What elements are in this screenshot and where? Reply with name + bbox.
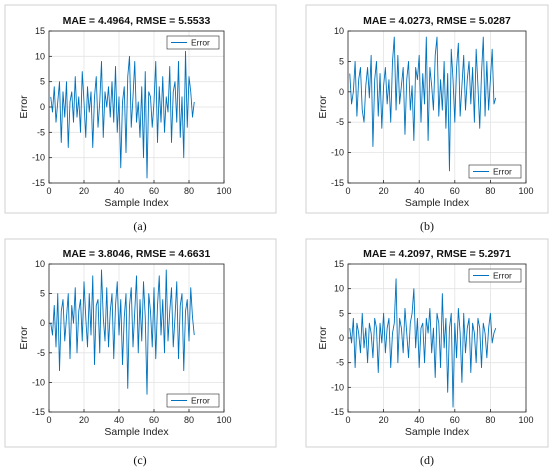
x-tick-label: 60 xyxy=(450,415,460,425)
y-tick-label: 5 xyxy=(339,308,344,318)
error-series-line xyxy=(50,50,195,179)
y-tick-label: 5 xyxy=(40,77,45,87)
x-tick-label: 60 xyxy=(149,186,159,196)
x-tick-label: 0 xyxy=(345,415,350,425)
x-tick-label: 0 xyxy=(46,415,51,425)
chart-title: MAE = 4.2097, RMSE = 5.2971 xyxy=(363,248,511,260)
y-tick-label: -15 xyxy=(331,178,344,188)
figure-caption: (d) xyxy=(420,453,434,467)
y-axis-label: Error xyxy=(18,326,30,350)
x-tick-label: 0 xyxy=(345,186,350,196)
figure-caption: (c) xyxy=(133,453,146,467)
legend-label: Error xyxy=(493,271,512,281)
error-series-line xyxy=(349,36,497,172)
chart-title: MAE = 4.0273, RMSE = 5.0287 xyxy=(363,15,511,27)
chart-panel-1: 0 20 40 60 80 100 -15 -10 -5 0 5 10 MAE = 4.0273, RM… xyxy=(305,4,549,214)
y-tick-label: -5 xyxy=(37,348,45,358)
y-tick-label: -15 xyxy=(331,407,344,417)
y-tick-label: 15 xyxy=(35,26,45,36)
x-tick-label: 20 xyxy=(79,186,89,196)
x-tick-label: 20 xyxy=(79,415,89,425)
error-series-line xyxy=(349,278,497,408)
legend-box xyxy=(468,268,522,283)
legend-box xyxy=(166,393,220,408)
chart-title: MAE = 3.8046, RMSE = 4.6631 xyxy=(63,248,211,260)
x-tick-label: 20 xyxy=(379,415,389,425)
x-tick-label: 100 xyxy=(518,186,533,196)
y-tick-label: 10 xyxy=(334,26,344,36)
figure-caption: (b) xyxy=(420,219,434,233)
x-tick-label: 60 xyxy=(149,415,159,425)
y-tick-label: 10 xyxy=(35,51,45,61)
y-tick-label: 0 xyxy=(339,87,344,97)
y-tick-label: 0 xyxy=(40,318,45,328)
legend-label: Error xyxy=(191,396,210,406)
y-tick-label: 10 xyxy=(35,259,45,269)
y-tick-label: -10 xyxy=(32,153,45,163)
x-tick-label: 80 xyxy=(485,186,495,196)
x-tick-label: 80 xyxy=(184,415,194,425)
y-tick-label: 0 xyxy=(339,333,344,343)
axes-box xyxy=(347,30,527,184)
x-tick-label: 40 xyxy=(114,415,124,425)
y-tick-label: 5 xyxy=(40,289,45,299)
chart-panel-3: 0 20 40 60 80 100 -15 -10 -5 0 5 10 15 MAE = 4.2097, … xyxy=(305,238,549,448)
x-axis-label: Sample Index xyxy=(405,426,470,438)
y-tick-label: -5 xyxy=(336,358,344,368)
y-tick-label: -10 xyxy=(331,148,344,158)
x-axis-label: Sample Index xyxy=(104,426,169,438)
x-tick-label: 40 xyxy=(414,415,424,425)
legend-label: Error xyxy=(493,167,512,177)
y-axis-label: Error xyxy=(317,326,329,350)
x-tick-label: 100 xyxy=(216,415,231,425)
chart-title: MAE = 4.4964, RMSE = 5.5533 xyxy=(63,15,211,27)
y-axis-label: Error xyxy=(18,95,30,119)
x-axis-label: Sample Index xyxy=(104,197,169,209)
chart-panel-2: 0 20 40 60 80 100 -15 -10 -5 0 5 10 MAE = 3.8046, RM… xyxy=(4,238,277,448)
x-tick-label: 40 xyxy=(114,186,124,196)
x-tick-label: 100 xyxy=(216,186,231,196)
x-tick-label: 60 xyxy=(450,186,460,196)
figure-caption: (a) xyxy=(133,219,146,233)
x-tick-label: 40 xyxy=(414,186,424,196)
y-axis-label: Error xyxy=(317,95,329,119)
y-tick-label: -15 xyxy=(32,407,45,417)
chart-panel-0: 0 20 40 60 80 100 -15 -10 -5 0 5 10 15 MAE = 4.4964, … xyxy=(4,4,277,214)
legend-box xyxy=(468,164,522,179)
y-tick-label: -5 xyxy=(37,127,45,137)
x-tick-label: 0 xyxy=(46,186,51,196)
y-tick-label: 15 xyxy=(334,259,344,269)
y-tick-label: -10 xyxy=(32,377,45,387)
x-axis-label: Sample Index xyxy=(405,197,470,209)
legend-label: Error xyxy=(191,38,210,48)
x-tick-label: 100 xyxy=(518,415,533,425)
y-tick-label: 0 xyxy=(40,102,45,112)
y-tick-label: -10 xyxy=(331,382,344,392)
legend-box xyxy=(166,35,220,50)
x-tick-label: 20 xyxy=(379,186,389,196)
y-tick-label: -15 xyxy=(32,178,45,188)
y-tick-label: 5 xyxy=(339,56,344,66)
error-series-line xyxy=(50,269,195,395)
y-tick-label: 10 xyxy=(334,284,344,294)
x-tick-label: 80 xyxy=(485,415,495,425)
axes-box xyxy=(48,263,225,413)
x-tick-label: 80 xyxy=(184,186,194,196)
y-tick-label: -5 xyxy=(336,117,344,127)
